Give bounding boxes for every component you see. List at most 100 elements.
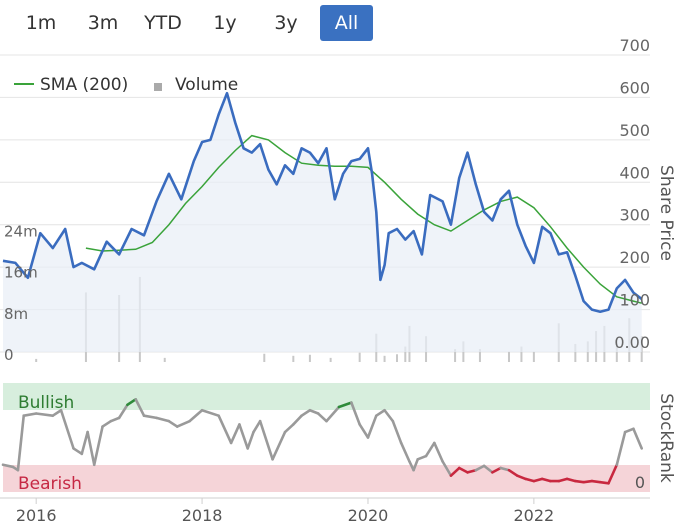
price-tick-label: 100 [619,291,650,310]
stockrank-segment [615,430,627,467]
volume-bar[interactable] [574,343,577,362]
stockrank-segment [350,401,361,426]
stockrank-segment [34,412,55,418]
stockrank-segment [374,408,386,418]
x-axis: 2016 2018 2020 2022 [16,498,554,524]
stockrank-segment [383,408,395,423]
share-price-line[interactable] [2,91,643,313]
stockrank-segment [632,427,644,450]
share-price-axis-title: Share Price [656,165,676,261]
price-tick-label: 300 [619,206,650,225]
x-tick-label: 2020 [348,506,389,524]
stockrank-segment [16,414,26,472]
range-button-1y[interactable]: 1y [213,12,237,34]
stockrank-segment [1,463,15,469]
sma-200-line [85,134,642,304]
range-button-3y[interactable]: 3y [274,12,298,34]
volume-bar[interactable] [640,336,643,362]
legend: SMA (200) Volume [14,75,238,95]
price-tick-label: 400 [619,163,650,182]
stockrank-segment [117,403,129,420]
stockrank-segment [188,408,204,423]
price-tick-label: 500 [619,121,650,140]
stockrank-segment [540,477,552,483]
stockrank-axis-title: StockRank [656,393,676,483]
volume-tick-label: 24m [4,222,38,240]
x-tick-label: 2018 [182,506,223,524]
stockrank-segment [358,423,370,439]
volume-tick-label: 8m [4,305,28,323]
volume-legend-label[interactable]: Volume [175,75,238,95]
volume-legend-swatch[interactable] [154,83,162,91]
volume-tick-label: 16m [4,264,38,282]
stockrank-segment [590,479,602,484]
stockrank-segment [457,466,469,474]
volume-bar[interactable] [532,351,535,362]
price-axis: 700 600 500 400 300 200 100 0.00 [614,36,650,352]
stockrank-segment [86,430,96,467]
sma-legend-label[interactable]: SMA (200) [40,75,128,95]
volume-bar[interactable] [263,353,266,362]
stockrank-segment [565,477,577,483]
volume-bar[interactable] [308,354,311,362]
stockrank-segment [246,430,255,450]
stockrank-segment [391,419,403,445]
stockrank-segment [598,480,610,485]
volume-bar[interactable] [163,357,166,362]
volume-bar[interactable] [520,346,523,362]
stockrank-segment [416,454,428,461]
stockrank-segment [92,425,104,467]
stockrank-segment [433,441,444,463]
stockrank-segment [449,466,461,477]
stockrank-segment [72,447,84,456]
volume-tick-label: 0 [4,346,14,364]
range-button-ytd[interactable]: YTD [144,12,182,34]
bearish-label: Bearish [18,474,82,494]
volume-bar[interactable] [507,351,510,362]
stockrank-segment [155,416,171,423]
stockrank-segment [59,408,75,450]
stockrank-zero-tick: 0 [635,473,645,492]
stockrank-line[interactable] [1,398,644,485]
volume-bar[interactable] [404,346,407,362]
stockrank-segment [200,408,220,418]
stockrank-segment [51,408,63,418]
stockrank-segment [283,423,295,434]
stockrank-segment [142,414,158,420]
range-button-1m[interactable]: 1m [25,12,57,34]
range-button-3m[interactable]: 3m [87,12,119,34]
stockrank-segment [441,460,453,477]
volume-bar[interactable] [383,355,386,362]
volume-bar[interactable] [478,349,481,362]
range-button-all[interactable]: All [320,5,373,41]
stockrank-segment [424,441,436,458]
volume-bar[interactable] [358,352,361,362]
stockrank-segment [217,414,233,445]
stockrank-segment [258,419,274,461]
volume-bar[interactable] [454,349,457,362]
price-area-fill [3,93,642,352]
volume-bar[interactable] [329,357,332,362]
stockrank-segment [482,464,494,474]
stockrank-segment [300,408,312,418]
stockrank-segment [532,477,544,483]
stockrank-segment [366,414,378,439]
stockrank-segment [582,479,594,484]
stockrank-segment [607,463,619,485]
price-tick-label: 200 [619,248,650,267]
stockrank-segment [325,405,341,423]
x-tick-label: 2016 [16,506,57,524]
stockrank-segment [507,468,519,477]
stockrank-segment [412,457,420,472]
volume-bar[interactable] [396,354,399,362]
volume-bar[interactable] [35,358,38,362]
x-tick-label: 2022 [514,506,555,524]
bearish-band [3,465,650,492]
volume-bar[interactable] [292,355,295,362]
stockrank-segment [557,477,569,483]
stockrank-segment [316,412,328,423]
stockrank-segment [466,468,478,474]
stockrank-segment [252,419,262,434]
stockrank-segment [499,466,511,472]
